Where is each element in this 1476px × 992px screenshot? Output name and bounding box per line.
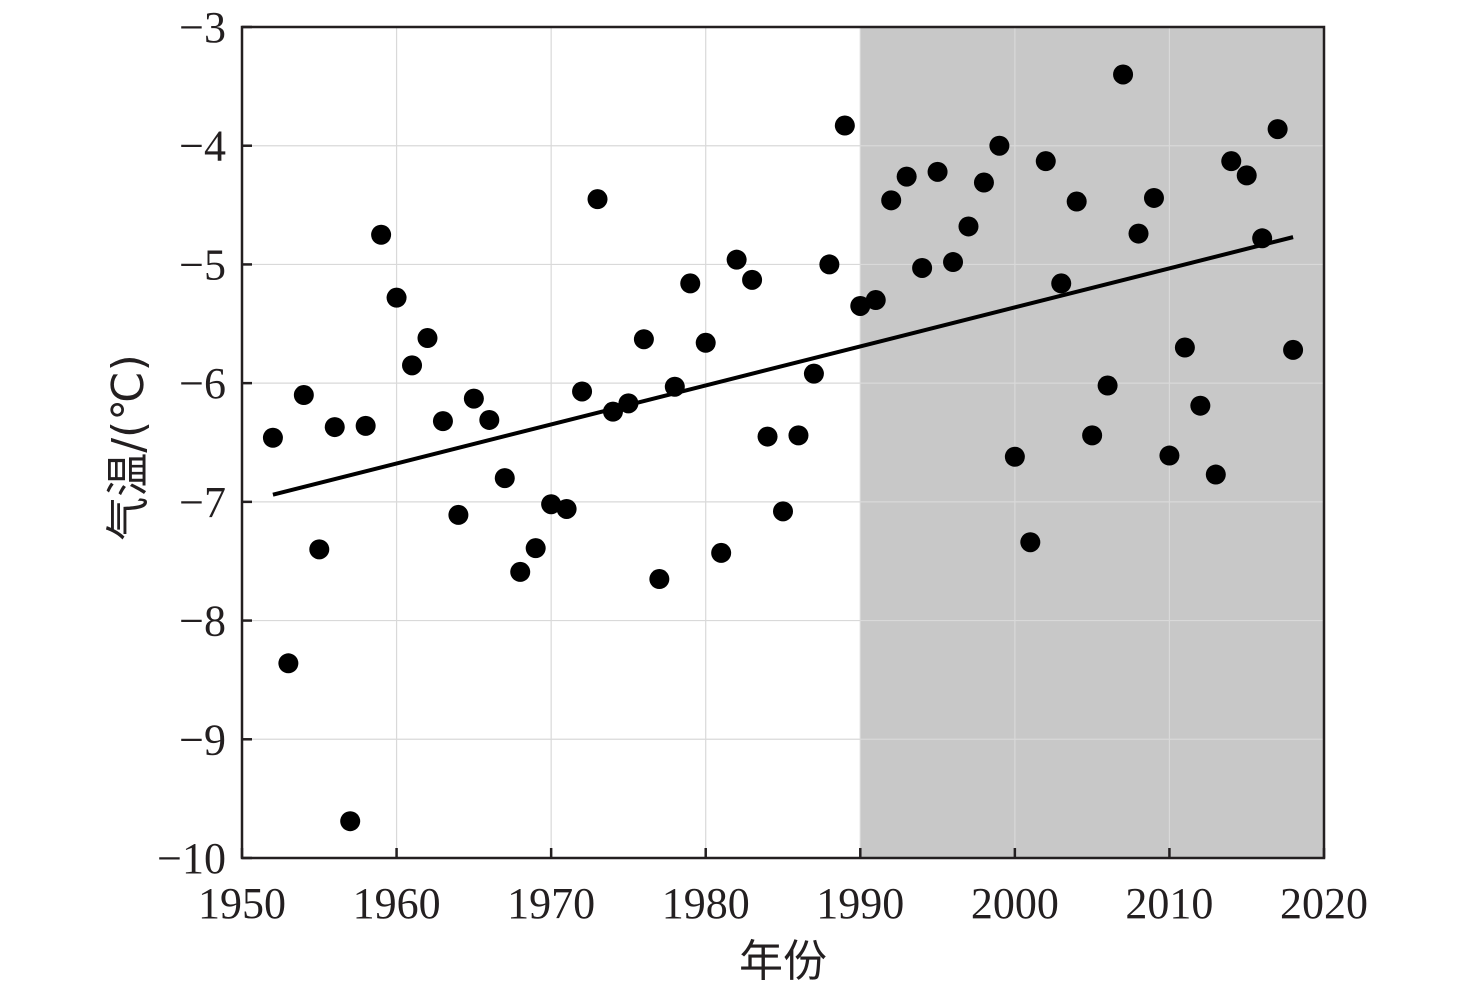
data-point [1097, 375, 1118, 396]
data-point [463, 388, 484, 409]
data-point [556, 498, 577, 519]
data-point [386, 287, 407, 308]
y-tick-label: −5 [179, 240, 226, 289]
data-point [1221, 151, 1242, 172]
data-point [1205, 464, 1226, 485]
data-point [1004, 446, 1025, 467]
data-point [742, 269, 763, 290]
data-point [695, 332, 716, 353]
data-point [927, 161, 948, 182]
data-point [525, 538, 546, 559]
x-tick-label: 2010 [1125, 879, 1213, 928]
x-tick-label: 2000 [971, 879, 1059, 928]
data-point [633, 329, 654, 350]
y-tick-label: −9 [179, 715, 226, 764]
y-tick-label: −7 [179, 478, 226, 527]
y-tick-label: −10 [157, 834, 226, 883]
data-points [262, 64, 1304, 832]
data-point [309, 539, 330, 560]
x-axis-title: 年份 [739, 936, 827, 987]
x-tick-label: 1980 [662, 879, 750, 928]
x-tick-label: 1990 [816, 879, 904, 928]
data-point [371, 224, 392, 245]
data-point [773, 501, 793, 522]
data-point [1113, 64, 1134, 85]
data-point [834, 115, 855, 136]
data-point [1190, 395, 1211, 416]
data-point [850, 295, 871, 316]
data-point [340, 811, 361, 832]
y-tick-label: −3 [179, 3, 226, 52]
data-point [479, 409, 500, 430]
x-tick-label: 1960 [353, 879, 441, 928]
data-point [541, 494, 562, 515]
data-point [278, 653, 299, 674]
data-point [1283, 339, 1304, 360]
axis-ticks: 1950 1960 1970 1980 1990 2000 2010 2020 −10 −9 −8 −… [157, 3, 1368, 928]
data-point [788, 425, 809, 446]
data-point [262, 427, 283, 448]
data-point [757, 426, 778, 447]
data-point [1159, 445, 1180, 466]
x-tick-label: 1950 [198, 879, 286, 928]
y-tick-label: −4 [179, 122, 226, 171]
data-point [1267, 119, 1288, 140]
data-point [1236, 165, 1257, 186]
data-point [417, 328, 438, 349]
data-point [1082, 425, 1103, 446]
data-point [711, 542, 732, 563]
data-point [896, 166, 917, 187]
data-point [1128, 223, 1149, 244]
data-point [649, 569, 670, 590]
data-point [1174, 337, 1195, 358]
y-tick-label: −6 [179, 359, 226, 408]
data-point [432, 411, 453, 432]
data-point [819, 254, 840, 275]
data-point [865, 290, 886, 311]
trend-line [272, 235, 1294, 497]
data-point [958, 216, 979, 237]
x-tick-label: 2020 [1280, 879, 1368, 928]
data-point [494, 468, 515, 489]
data-point [1051, 273, 1072, 294]
data-point [1020, 532, 1041, 553]
data-point [402, 355, 423, 376]
data-point [912, 257, 933, 278]
data-point [1143, 187, 1164, 208]
data-point [1066, 191, 1087, 212]
data-point [510, 561, 531, 582]
y-tick-label: −8 [179, 597, 226, 646]
data-point [726, 249, 747, 270]
data-point [973, 172, 994, 193]
data-point [881, 190, 902, 211]
data-point [1035, 151, 1056, 172]
data-point [989, 135, 1010, 156]
data-point [680, 273, 701, 294]
data-point [293, 385, 314, 406]
y-axis-title: 气温/(℃) [103, 354, 154, 541]
data-point [572, 381, 593, 402]
data-point [587, 189, 608, 210]
plot-frame [240, 25, 1326, 860]
data-point [803, 363, 824, 384]
data-point [943, 252, 964, 273]
x-tick-label: 1970 [507, 879, 595, 928]
data-point [448, 504, 469, 525]
data-point [324, 417, 345, 438]
data-point [355, 415, 376, 436]
